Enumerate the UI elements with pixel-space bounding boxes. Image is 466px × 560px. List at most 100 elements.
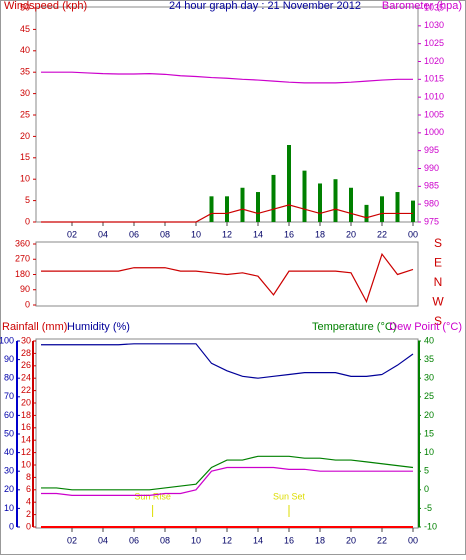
y-tick-label: 100 — [0, 335, 14, 345]
series-line — [41, 466, 413, 496]
series-line — [41, 71, 413, 84]
x-tick-label: 12 — [222, 229, 232, 239]
axis-title: Rainfall (mm) — [2, 321, 67, 333]
y-tick-label: 70 — [4, 391, 14, 401]
y2-tick-label: 40 — [424, 335, 434, 345]
y-tick-label: 0 — [25, 216, 30, 226]
series-line — [41, 455, 414, 491]
annotation: Sun Rise — [134, 491, 171, 501]
compass-label: E — [434, 256, 442, 270]
y-tick-label: 45 — [20, 24, 30, 34]
x-tick-label: 02 — [67, 535, 77, 545]
x-tick-label: 14 — [253, 535, 263, 545]
y-tick-label: 80 — [4, 373, 14, 383]
rain-tick-label: 24 — [21, 373, 31, 383]
rain-tick-label: 10 — [21, 459, 31, 469]
y-tick-label: 40 — [4, 447, 14, 457]
x-tick-label: 06 — [129, 229, 139, 239]
rain-tick-label: 0 — [26, 521, 31, 531]
y2-tick-label: 30 — [424, 373, 434, 383]
x-tick-label: 08 — [160, 535, 170, 545]
compass-label: S — [434, 314, 442, 328]
axis-title: Barometer (hpa) — [382, 0, 462, 12]
y-tick-label: 0 — [25, 299, 30, 309]
axis-title: Temperature (°C) — [312, 321, 396, 333]
axis-title: Windspeed (kph) — [4, 0, 87, 12]
rain-tick-label: 12 — [21, 447, 31, 457]
y-tick-label: 5 — [25, 195, 30, 205]
axis-title: 24 hour graph day : 21 November 2012 — [169, 0, 361, 12]
y2-tick-label: -5 — [424, 503, 432, 513]
compass-label: N — [434, 275, 443, 289]
y-tick-label: 10 — [4, 503, 14, 513]
y2-tick-label: 1025 — [424, 38, 444, 48]
y2-tick-label: 20 — [424, 410, 434, 420]
rain-tick-label: 30 — [21, 335, 31, 345]
x-tick-label: 18 — [315, 229, 325, 239]
y-tick-label: 360 — [15, 238, 30, 248]
y2-tick-label: 985 — [424, 181, 439, 191]
rain-tick-label: 28 — [21, 348, 31, 358]
y2-tick-label: 35 — [424, 354, 434, 364]
x-tick-label: 08 — [160, 229, 170, 239]
rain-tick-label: 16 — [21, 422, 31, 432]
y-tick-label: 25 — [20, 109, 30, 119]
plot-area — [35, 6, 419, 223]
rain-tick-label: 4 — [26, 497, 31, 507]
series-line — [41, 204, 413, 223]
y2-tick-label: 990 — [424, 163, 439, 173]
axis-title: Humidity (%) — [67, 321, 130, 333]
y-tick-label: 180 — [15, 269, 30, 279]
rain-tick-label: 14 — [21, 435, 31, 445]
x-tick-label: 20 — [346, 535, 356, 545]
rain-tick-label: 2 — [26, 509, 31, 519]
y-tick-label: 90 — [20, 284, 30, 294]
rain-tick-label: 18 — [21, 410, 31, 420]
x-tick-label: 10 — [191, 229, 201, 239]
y2-tick-label: 975 — [424, 216, 439, 226]
y2-tick-label: 10 — [424, 447, 434, 457]
x-tick-label: 10 — [191, 535, 201, 545]
y2-tick-label: -10 — [424, 521, 437, 531]
y2-tick-label: 1030 — [424, 20, 444, 30]
y2-tick-label: 1020 — [424, 56, 444, 66]
y2-tick-label: 980 — [424, 199, 439, 209]
x-tick-label: 00 — [408, 535, 418, 545]
y-tick-label: 15 — [20, 152, 30, 162]
y2-tick-label: 1000 — [424, 127, 444, 137]
axis-title: Dew Point (°C) — [389, 321, 462, 333]
x-tick-label: 22 — [377, 229, 387, 239]
y-tick-label: 270 — [15, 254, 30, 264]
x-tick-label: 02 — [67, 229, 77, 239]
y-tick-label: 35 — [20, 67, 30, 77]
y2-tick-label: 1010 — [424, 92, 444, 102]
x-tick-label: 06 — [129, 535, 139, 545]
y-tick-label: 0 — [9, 521, 14, 531]
y-tick-label: 50 — [20, 2, 30, 12]
compass-label: W — [432, 295, 444, 309]
series-line — [41, 343, 414, 379]
x-tick-label: 14 — [253, 229, 263, 239]
y2-tick-label: 995 — [424, 145, 439, 155]
y-tick-label: 20 — [20, 131, 30, 141]
x-tick-label: 22 — [377, 535, 387, 545]
y-tick-label: 40 — [20, 45, 30, 55]
y2-tick-label: 1015 — [424, 74, 444, 84]
y-tick-label: 10 — [20, 174, 30, 184]
x-tick-label: 00 — [408, 229, 418, 239]
rain-tick-label: 8 — [26, 472, 31, 482]
plot-area — [35, 338, 419, 529]
x-tick-label: 12 — [222, 535, 232, 545]
y2-tick-label: 0 — [424, 484, 429, 494]
y-tick-label: 50 — [4, 428, 14, 438]
y-tick-label: 60 — [4, 410, 14, 420]
x-tick-label: 16 — [284, 229, 294, 239]
annotation: Sun Set — [273, 491, 306, 501]
y-tick-label: 30 — [20, 88, 30, 98]
x-tick-label: 04 — [98, 229, 108, 239]
series-line — [41, 252, 414, 304]
y2-tick-label: 15 — [424, 428, 434, 438]
rain-tick-label: 6 — [26, 484, 31, 494]
y2-tick-label: 1035 — [424, 2, 444, 12]
